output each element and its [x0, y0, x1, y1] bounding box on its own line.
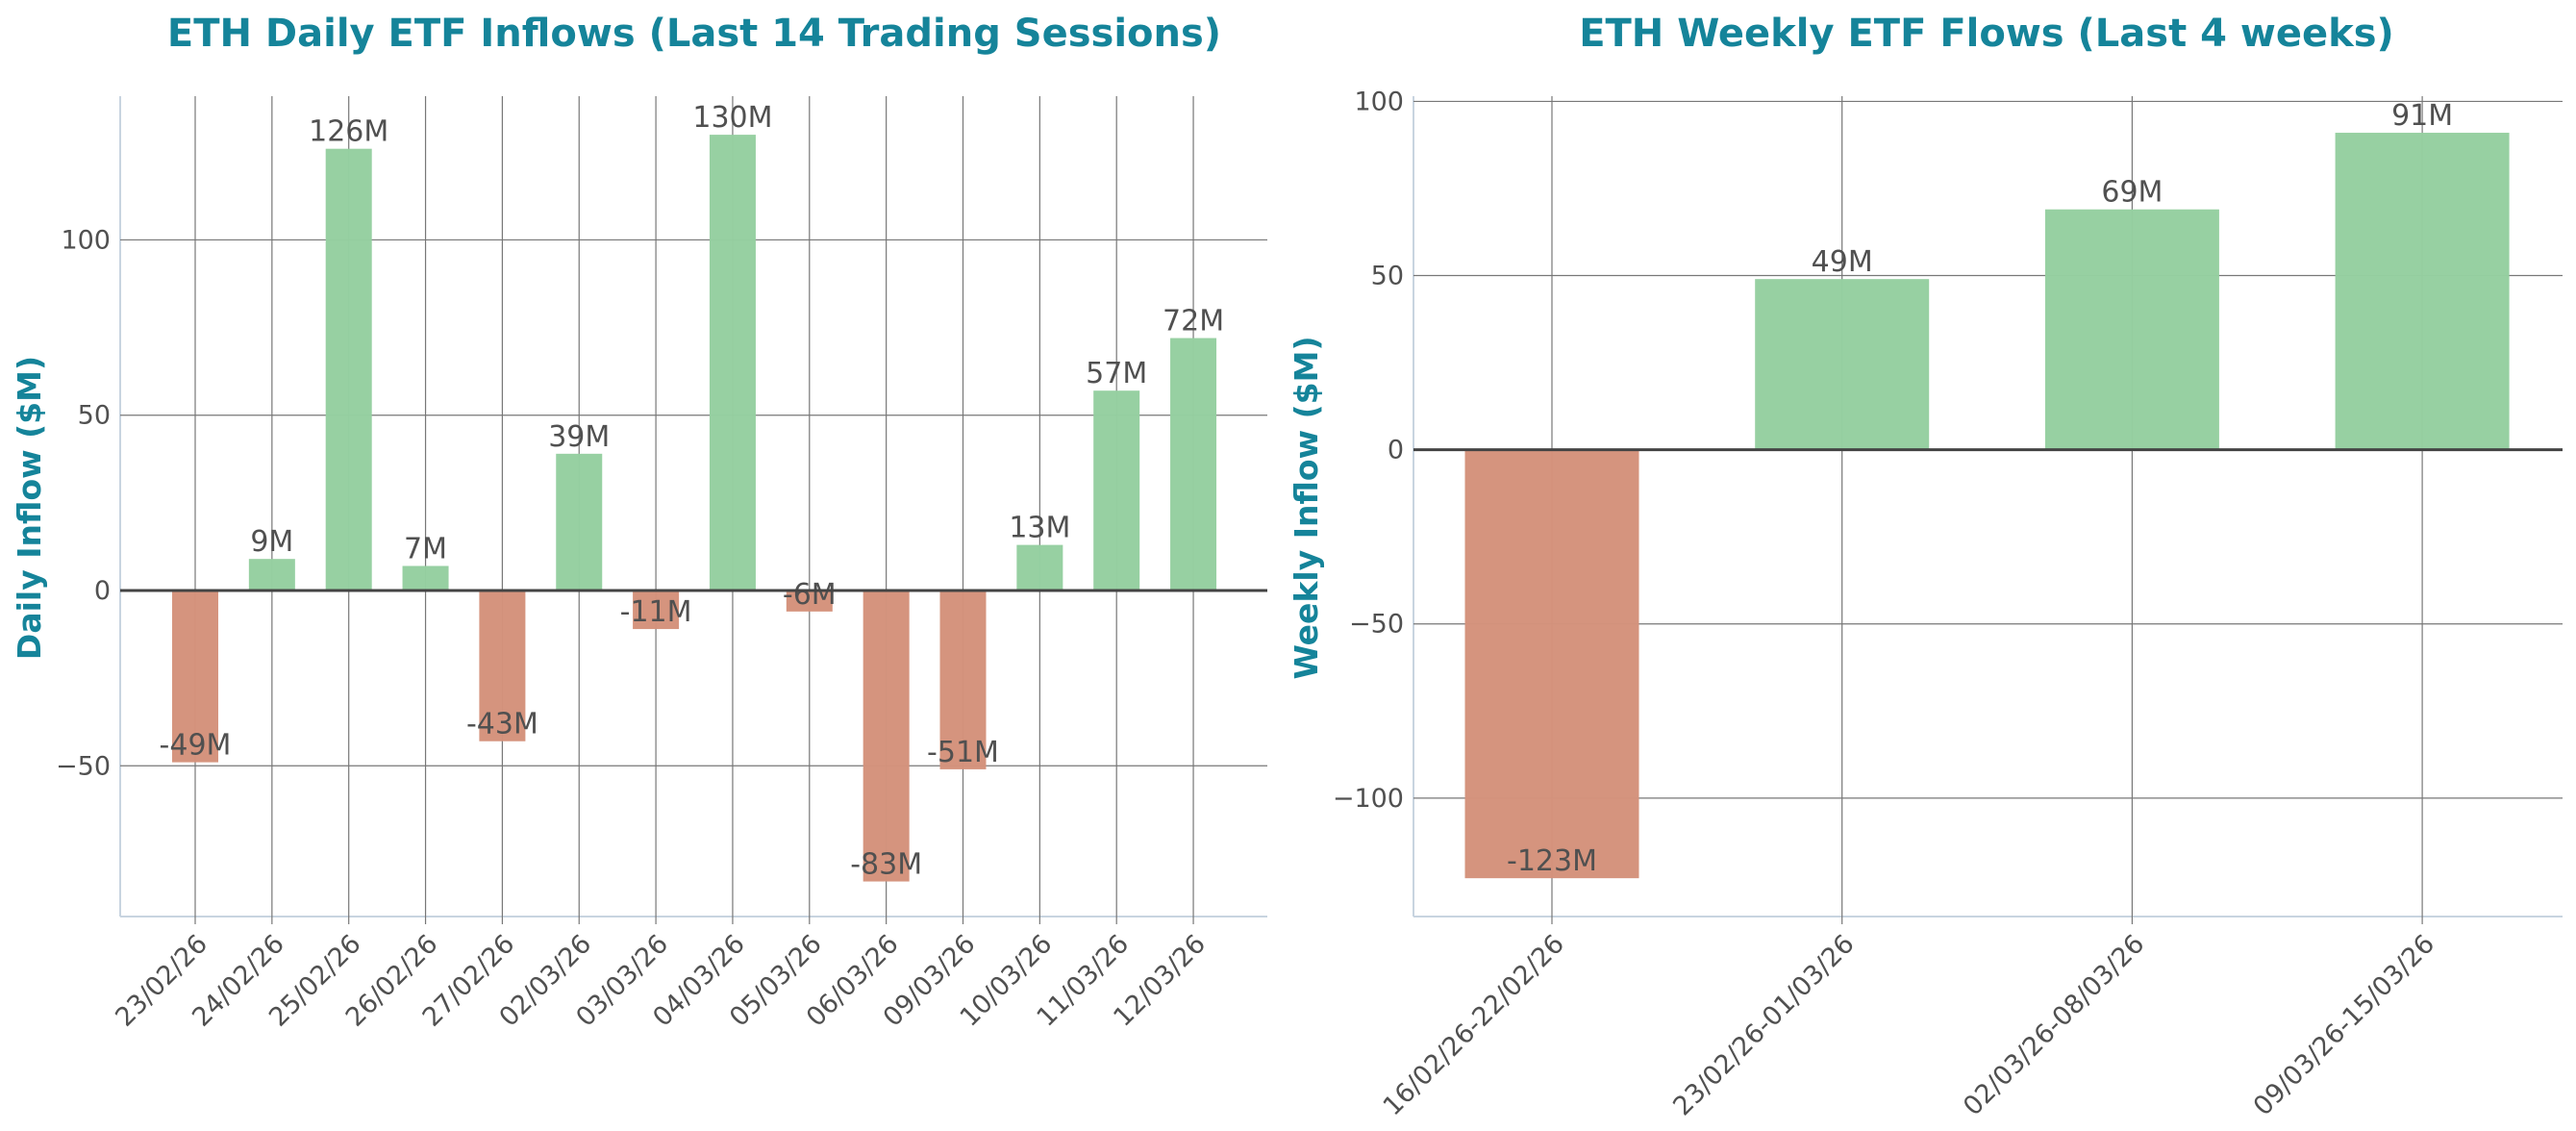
x-tick-label: 09/03/26-15/03/26: [2248, 929, 2440, 1121]
bar: [1016, 544, 1063, 591]
chart-title-weekly: ETH Weekly ETF Flows (Last 4 weeks): [1579, 12, 2394, 56]
bar: [709, 135, 756, 591]
x-tick-label: 16/02/26-22/02/26: [1378, 929, 1570, 1121]
y-tick-label: 0: [1388, 436, 1404, 465]
y-axis-label-weekly: Weekly Inflow ($M): [1288, 336, 1325, 679]
y-axis-label-daily: Daily Inflow ($M): [11, 356, 48, 660]
chart-title-daily: ETH Daily ETF Inflows (Last 14 Trading S…: [167, 12, 1221, 56]
bar: [1755, 279, 1930, 450]
bar: [786, 590, 833, 612]
bar: [1093, 390, 1140, 591]
data-label: 130M: [692, 101, 772, 135]
y-tick-label: 50: [1371, 262, 1404, 291]
bar: [633, 590, 680, 630]
daily-chart: −5005010023/02/2624/02/2625/02/2626/02/2…: [56, 96, 1267, 1033]
bar: [863, 590, 910, 882]
bar: [1464, 449, 1639, 879]
x-tick-label: 23/02/26-01/03/26: [1667, 929, 1860, 1121]
bar: [325, 148, 372, 591]
bar: [1170, 338, 1217, 591]
data-label: -51M: [927, 736, 999, 769]
bar: [2044, 209, 2219, 450]
data-label: -6M: [783, 578, 837, 612]
data-label: 126M: [309, 115, 388, 149]
bar: [556, 453, 603, 591]
x-tick-label: 02/03/26-08/03/26: [1958, 929, 2150, 1121]
data-label: 69M: [2101, 176, 2163, 210]
data-label: 49M: [1812, 245, 1873, 279]
bar: [402, 566, 449, 591]
weekly-chart: −100 −50 0 50 100 16/02/26-22/02/26 23/02/26-0…: [1333, 87, 2563, 1121]
bar: [2335, 133, 2510, 450]
y-tick-label: 100: [61, 225, 111, 255]
y-tick-label: 100: [1354, 87, 1404, 116]
data-label: 39M: [548, 420, 610, 454]
bar: [939, 590, 987, 769]
data-label: -123M: [1507, 844, 1597, 878]
bar: [172, 590, 218, 763]
y-tick-label: −100: [1333, 784, 1404, 814]
bar: [248, 559, 295, 591]
data-label: -43M: [466, 708, 538, 741]
data-label: -49M: [160, 729, 232, 763]
data-label: -11M: [620, 595, 692, 629]
data-label: 72M: [1163, 305, 1224, 339]
data-label: 9M: [250, 525, 293, 559]
y-tick-label: 50: [78, 401, 111, 431]
data-label: 7M: [404, 532, 447, 566]
bar: [479, 590, 526, 741]
data-label: 13M: [1009, 512, 1070, 545]
y-tick-label: −50: [1349, 610, 1404, 640]
data-label: 57M: [1086, 357, 1147, 390]
data-label: -83M: [850, 848, 922, 882]
data-label: 91M: [2391, 99, 2453, 133]
y-tick-label: −50: [56, 751, 111, 781]
y-tick-label: 0: [94, 576, 111, 606]
